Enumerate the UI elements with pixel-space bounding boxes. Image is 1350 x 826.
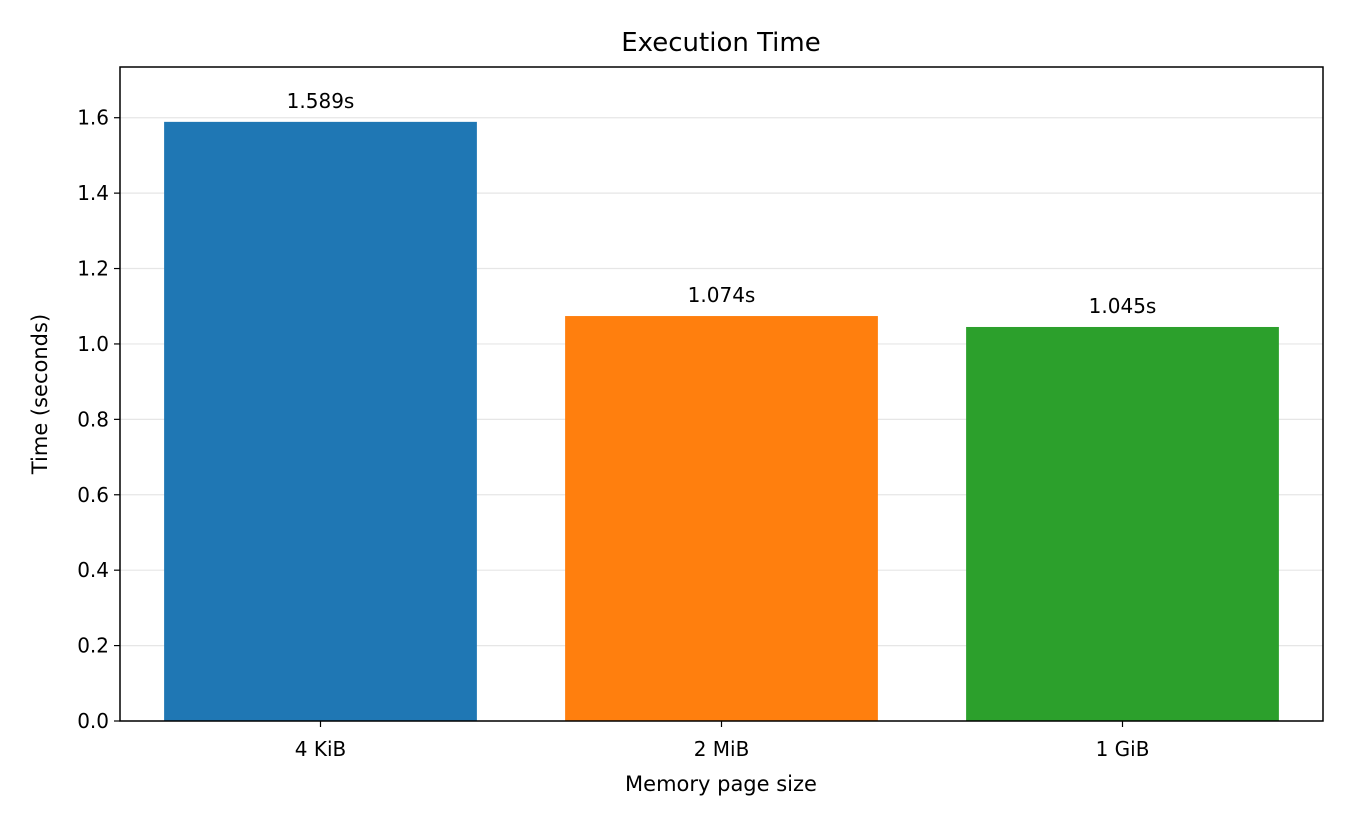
bar-value-labels: 1.589s 1.074s 1.045s: [287, 89, 1157, 318]
y-tick-label: 0.0: [77, 709, 109, 733]
y-tick-label: 1.4: [77, 181, 109, 205]
y-axis-ticks: 0.0 0.2 0.4 0.6 0.8 1.0 1.2 1.4 1.6: [77, 106, 120, 733]
bar-value-label: 1.045s: [1089, 294, 1157, 318]
bars: [164, 121, 1279, 722]
y-tick-label: 0.4: [77, 558, 109, 582]
y-tick-label: 0.6: [77, 483, 109, 507]
chart-title: Execution Time: [621, 28, 820, 58]
bar: [966, 326, 1279, 721]
x-axis-ticks: 4 KiB 2 MiB 1 GiB: [295, 721, 1150, 761]
y-axis-label: Time (seconds): [28, 314, 52, 475]
y-tick-label: 1.2: [77, 257, 109, 281]
x-axis-label: Memory page size: [625, 772, 817, 796]
y-tick-label: 1.6: [77, 106, 109, 130]
bar: [164, 121, 477, 722]
y-tick-label: 0.2: [77, 634, 109, 658]
bar-value-label: 1.589s: [287, 89, 355, 113]
y-tick-label: 0.8: [77, 407, 109, 431]
x-tick-label: 1 GiB: [1096, 737, 1150, 761]
x-tick-label: 2 MiB: [694, 737, 750, 761]
bar-value-label: 1.074s: [688, 283, 756, 307]
x-tick-label: 4 KiB: [295, 737, 346, 761]
bar: [565, 316, 878, 721]
y-tick-label: 1.0: [77, 332, 109, 356]
